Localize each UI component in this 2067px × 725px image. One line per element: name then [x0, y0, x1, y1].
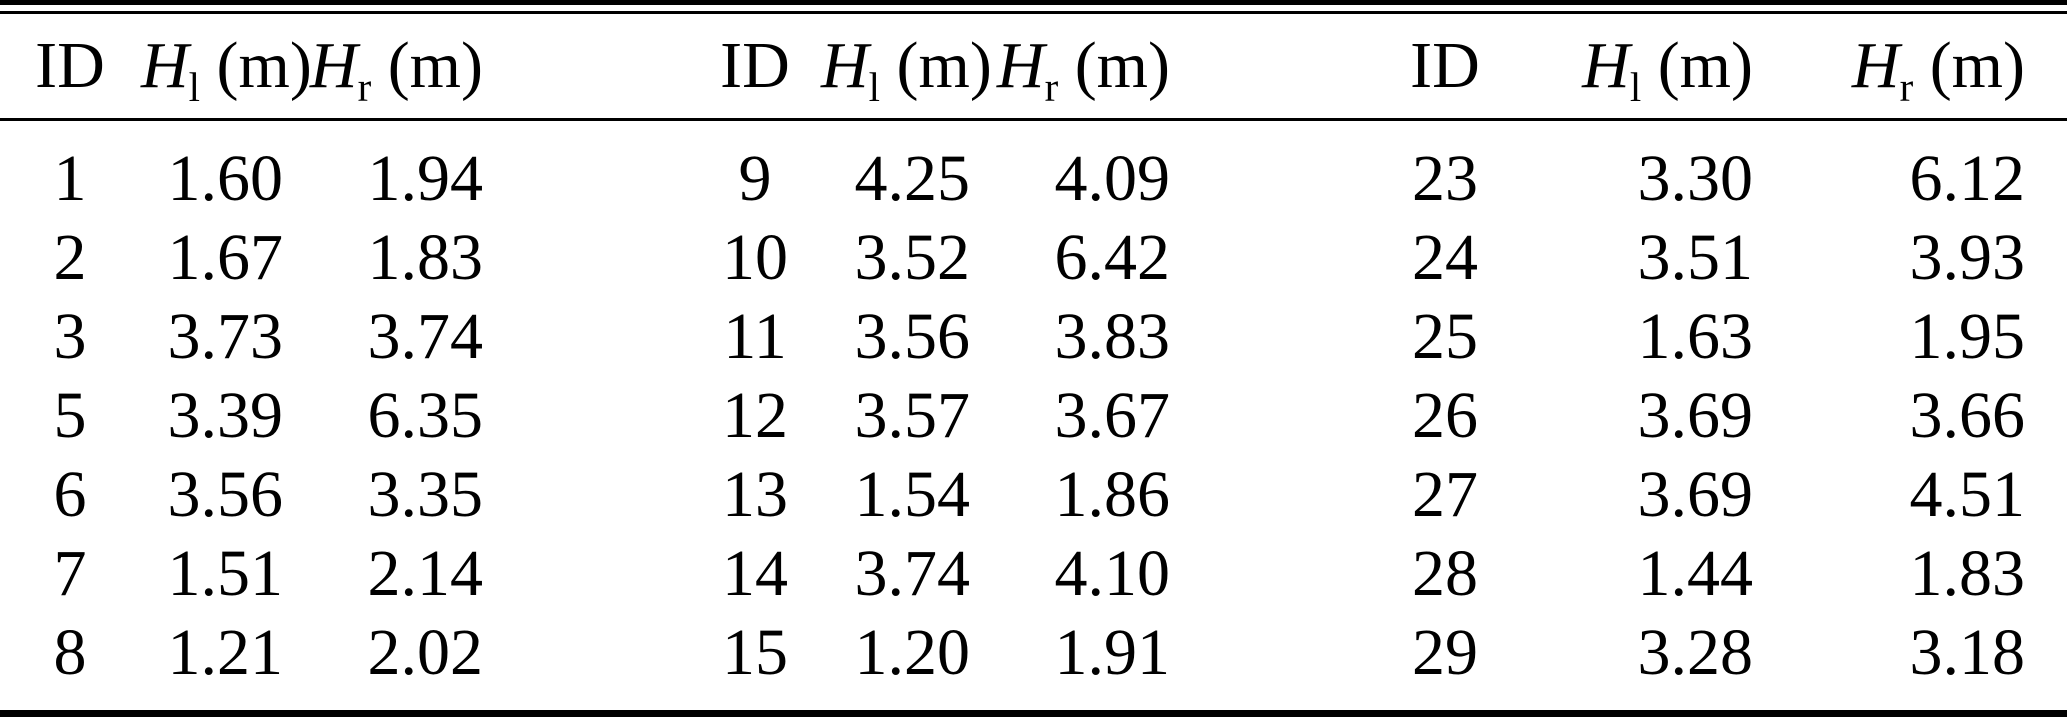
- col-header-id: ID: [690, 12, 820, 121]
- id-cell: 8: [53, 616, 87, 689]
- hl-cell: 1.67: [167, 221, 284, 294]
- hl-cell: 3.51: [1637, 221, 1754, 294]
- id-cell: 23: [1412, 142, 1478, 215]
- table-header-row: ID Hl (m) Hr (m) ID Hl (m) Hr (m) ID Hl …: [0, 12, 2067, 121]
- hl-cell: 3.56: [167, 458, 284, 531]
- hr-cell: 3.66: [1909, 379, 2026, 452]
- hr-cell: 3.18: [1909, 616, 2026, 689]
- hr-cell: 1.95: [1909, 300, 2026, 373]
- id-cell: 11: [723, 300, 787, 373]
- id-cell: 7: [53, 537, 87, 610]
- hl-cell: 3.56: [854, 300, 971, 373]
- id-cell: 5: [53, 379, 87, 452]
- hl-cell: 3.57: [854, 379, 971, 452]
- hr-cell: 1.83: [1909, 537, 2026, 610]
- hr-cell: 3.67: [1054, 379, 1171, 452]
- hr-cell: 3.83: [1054, 300, 1171, 373]
- hl-cell: 1.44: [1637, 537, 1754, 610]
- id-cell: 28: [1412, 537, 1478, 610]
- hr-cell: 4.09: [1054, 142, 1171, 215]
- col-header-hl: Hl (m): [820, 12, 992, 121]
- table-row: 2 1.67 1.83 10 3.52 6.42 24 3.51 3.93: [0, 219, 2067, 298]
- col-header-hr: Hr (m): [1770, 12, 2067, 121]
- hr-cell: 1.83: [367, 221, 484, 294]
- hl-cell: 1.20: [854, 616, 971, 689]
- hl-cell: 3.39: [167, 379, 284, 452]
- hl-cell: 3.30: [1637, 142, 1754, 215]
- id-cell: 6: [53, 458, 87, 531]
- id-cell: 27: [1412, 458, 1478, 531]
- id-cell: 1: [53, 142, 87, 215]
- table-row: 5 3.39 6.35 12 3.57 3.67 26 3.69 3.66: [0, 377, 2067, 456]
- col-header-hr: Hr (m): [300, 12, 690, 121]
- hl-cell: 1.60: [167, 142, 284, 215]
- hl-cell: 1.54: [854, 458, 971, 531]
- id-cell: 9: [738, 142, 772, 215]
- hl-cell: 1.51: [167, 537, 284, 610]
- id-cell: 29: [1412, 616, 1478, 689]
- height-measurements-table: ID Hl (m) Hr (m) ID Hl (m) Hr (m) ID Hl …: [0, 11, 2067, 717]
- hl-cell: 3.74: [854, 537, 971, 610]
- hl-cell: 1.63: [1637, 300, 1754, 373]
- id-cell: 2: [53, 221, 87, 294]
- hl-cell: 3.28: [1637, 616, 1754, 689]
- col-header-id: ID: [1380, 12, 1510, 121]
- col-header-hl: Hl (m): [140, 12, 312, 121]
- hr-cell: 2.14: [367, 537, 484, 610]
- table-row: 6 3.56 3.35 13 1.54 1.86 27 3.69 4.51: [0, 456, 2067, 535]
- id-cell: 26: [1412, 379, 1478, 452]
- id-cell: 12: [722, 379, 788, 452]
- id-cell: 13: [722, 458, 788, 531]
- id-cell: 10: [722, 221, 788, 294]
- hr-cell: 3.74: [367, 300, 484, 373]
- hl-cell: 3.69: [1637, 379, 1754, 452]
- hr-cell: 1.94: [367, 142, 484, 215]
- hr-cell: 1.91: [1054, 616, 1171, 689]
- hl-cell: 3.52: [854, 221, 971, 294]
- table-top-rule-thick: [0, 0, 2067, 5]
- col-header-hl: Hl (m): [1510, 12, 1770, 121]
- table-top-rule-gap: [0, 5, 2067, 11]
- hr-cell: 6.12: [1909, 142, 2026, 215]
- id-cell: 14: [722, 537, 788, 610]
- id-cell: 3: [53, 300, 87, 373]
- id-cell: 24: [1412, 221, 1478, 294]
- table-row: 1 1.60 1.94 9 4.25 4.09 23 3.30 6.12: [0, 140, 2067, 219]
- col-header-hr: Hr (m): [990, 12, 1380, 121]
- table-row: 8 1.21 2.02 15 1.20 1.91 29 3.28 3.18: [0, 614, 2067, 693]
- hl-cell: 1.21: [167, 616, 284, 689]
- table-row: 7 1.51 2.14 14 3.74 4.10 28 1.44 1.83: [0, 535, 2067, 614]
- hr-cell: 3.35: [367, 458, 484, 531]
- id-cell: 15: [722, 616, 788, 689]
- hr-cell: 6.35: [367, 379, 484, 452]
- table-body: 1 1.60 1.94 9 4.25 4.09 23 3.30 6.12 2 1.67 1.83 10 3…: [0, 120, 2067, 714]
- hr-cell: 4.51: [1909, 458, 2026, 531]
- hl-cell: 3.69: [1637, 458, 1754, 531]
- hl-cell: 3.73: [167, 300, 284, 373]
- id-cell: 25: [1412, 300, 1478, 373]
- hr-cell: 3.93: [1909, 221, 2026, 294]
- table-row: 3 3.73 3.74 11 3.56 3.83 25 1.63 1.95: [0, 298, 2067, 377]
- col-header-id: ID: [0, 12, 140, 121]
- hr-cell: 4.10: [1054, 537, 1171, 610]
- hr-cell: 1.86: [1054, 458, 1171, 531]
- hr-cell: 6.42: [1054, 221, 1171, 294]
- hl-cell: 4.25: [854, 142, 971, 215]
- hr-cell: 2.02: [367, 616, 484, 689]
